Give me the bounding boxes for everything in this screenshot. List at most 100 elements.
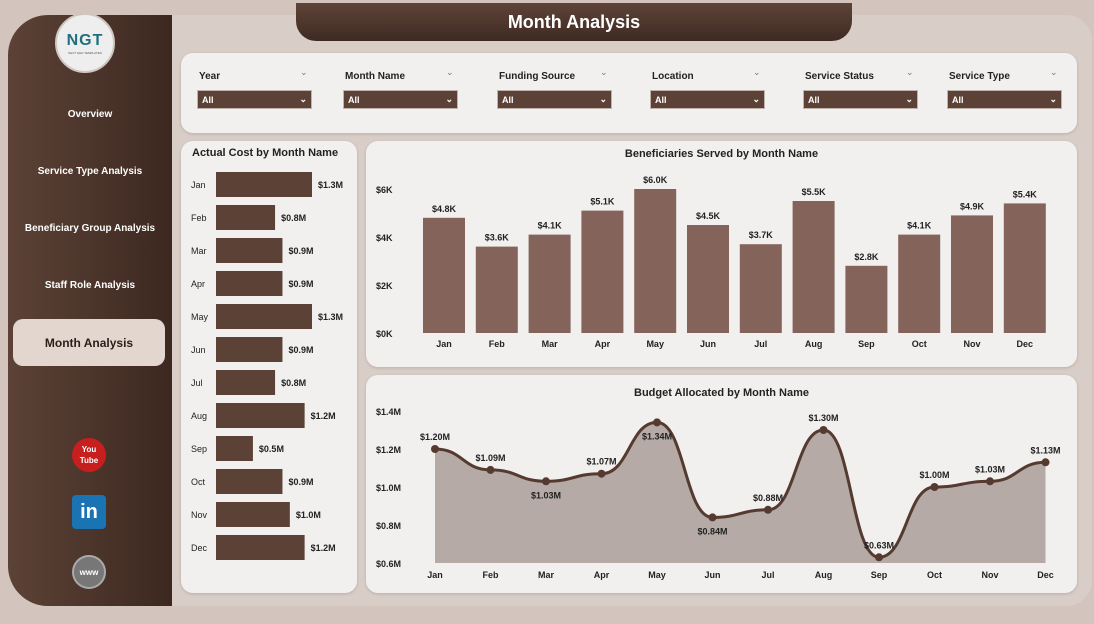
globe-icon[interactable]: www (72, 555, 106, 589)
filter-dropdown[interactable]: All ⌄ (650, 90, 765, 109)
bar (792, 201, 835, 333)
data-point (1041, 458, 1050, 467)
filter-value: All (502, 94, 514, 105)
x-tick-label: Mar (542, 339, 559, 349)
bar (581, 210, 624, 333)
bar (216, 502, 290, 527)
beneficiaries-chart: $0K $2K $4K $6K $4.8K Jan $3.6K Feb $4.1K Mar $5.1… (376, 175, 1046, 349)
data-label: $0.9M (288, 477, 313, 487)
y-tick-label: $0.8M (376, 521, 401, 531)
sidebar-item-overview[interactable]: Overview (67, 109, 113, 120)
x-tick-label: May (648, 570, 666, 580)
bar (216, 469, 283, 494)
bar (216, 304, 312, 329)
data-label: $4.8K (432, 204, 457, 214)
filter-dropdown[interactable]: All ⌄ (803, 90, 918, 109)
tick-label: Jan (191, 180, 206, 190)
linkedin-icon[interactable]: in (72, 495, 106, 529)
bar (528, 234, 571, 333)
bar (475, 246, 518, 333)
data-label: $1.03M (975, 464, 1005, 474)
x-tick-label: Jan (436, 339, 452, 349)
x-tick-label: Jul (754, 339, 767, 349)
filter-value: All (348, 94, 360, 105)
bar (951, 215, 993, 333)
chevron-down-icon[interactable]: ⌄ (906, 67, 914, 77)
chevron-down-icon: ⌄ (299, 94, 307, 104)
bar (634, 189, 677, 333)
x-tick-label: Feb (482, 570, 499, 580)
tick-label: Jun (191, 345, 206, 355)
data-point (986, 477, 994, 486)
data-label: $3.6K (485, 233, 510, 243)
data-label: $5.5K (802, 187, 827, 197)
y-tick-label: $1.4M (376, 407, 401, 417)
chevron-down-icon[interactable]: ⌄ (446, 67, 454, 77)
filter-dropdown[interactable]: All ⌄ (947, 90, 1062, 109)
filter-label: Year (199, 71, 221, 82)
data-label: $1.03M (531, 490, 561, 500)
data-label: $1.07M (586, 457, 616, 467)
x-tick-label: Apr (594, 570, 610, 580)
data-label: $1.2M (311, 543, 336, 553)
data-label: $1.20M (420, 432, 450, 442)
data-point (764, 505, 772, 514)
chart-title: Budget Allocated by Month Name (634, 387, 809, 399)
data-point (708, 513, 717, 522)
sidebar-item-month-analysis[interactable]: Month Analysis (13, 319, 165, 366)
data-label: $4.9K (960, 201, 985, 211)
bar (216, 337, 283, 362)
chart-title: Actual Cost by Month Name (192, 147, 339, 159)
data-label: $0.84M (697, 526, 727, 536)
data-point (431, 445, 439, 453)
filter-dropdown[interactable]: All ⌄ (497, 90, 612, 109)
data-label: $5.1K (590, 197, 615, 207)
chevron-down-icon[interactable]: ⌄ (1050, 67, 1058, 77)
filter-dropdown[interactable]: All ⌄ (197, 90, 312, 109)
data-label: $5.4K (1013, 189, 1038, 199)
sidebar-item-beneficiary-group-analysis[interactable]: Beneficiary Group Analysis (24, 223, 156, 234)
sidebar-item-service-type-analysis[interactable]: Service Type Analysis (37, 166, 143, 177)
data-point (542, 477, 550, 486)
x-tick-label: Mar (538, 570, 555, 580)
logo-text: NGT (66, 31, 104, 49)
x-tick-label: Dec (1037, 570, 1054, 580)
bar (845, 265, 888, 333)
tick-label: Oct (191, 477, 206, 487)
x-tick-label: Aug (815, 570, 833, 580)
filter-dropdown[interactable]: All ⌄ (343, 90, 458, 109)
x-tick-label: Apr (595, 339, 611, 349)
data-label: $2.8K (854, 252, 879, 262)
x-tick-label: Feb (489, 339, 506, 349)
bar (739, 244, 782, 333)
data-label: $0.8M (281, 378, 306, 388)
x-tick-label: Jan (427, 570, 443, 580)
data-label: $0.5M (259, 444, 284, 454)
youtube-icon[interactable]: You Tube (72, 438, 106, 472)
sidebar-item-staff-role-analysis[interactable]: Staff Role Analysis (44, 280, 136, 291)
actual-cost-chart: Jan $1.3M Feb $0.8M Mar $0.9M Apr $0.9M May $1.3M… (191, 172, 343, 560)
area-fill (435, 422, 1046, 563)
actual-cost-card: Actual Cost by Month Name Jan $1.3M Feb $0.… (181, 141, 357, 593)
bar (216, 436, 253, 461)
data-label: $0.9M (288, 345, 313, 355)
chevron-down-icon[interactable]: ⌄ (753, 67, 761, 77)
filter-label: Service Type (949, 71, 1010, 82)
x-tick-label: Jun (704, 570, 720, 580)
y-tick-label: $2K (376, 281, 393, 291)
x-tick-label: Oct (927, 570, 942, 580)
tick-label: Aug (191, 411, 207, 421)
chevron-down-icon: ⌄ (752, 94, 760, 104)
tick-label: Feb (191, 213, 207, 223)
data-point (486, 465, 495, 474)
x-tick-label: Oct (912, 339, 927, 349)
data-point (653, 418, 661, 427)
bar (216, 238, 283, 263)
filter-label: Month Name (345, 71, 405, 82)
chevron-down-icon: ⌄ (445, 94, 453, 104)
chevron-down-icon[interactable]: ⌄ (600, 67, 608, 77)
bar (216, 271, 283, 296)
chevron-down-icon[interactable]: ⌄ (300, 67, 308, 77)
chevron-down-icon: ⌄ (599, 94, 607, 104)
data-label: $4.1K (538, 221, 563, 231)
